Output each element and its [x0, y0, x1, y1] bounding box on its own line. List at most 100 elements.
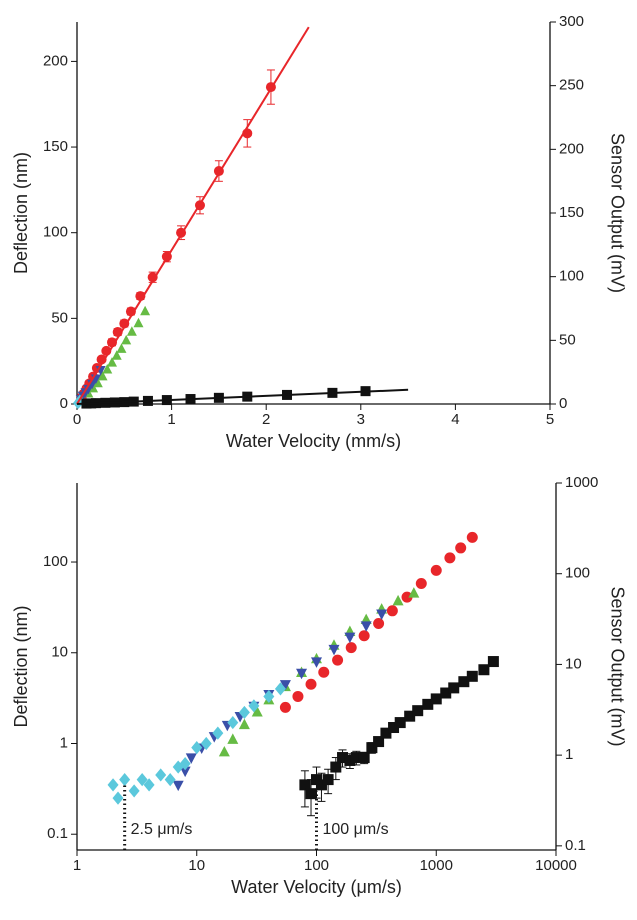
y2-axis-label: Sensor Output (mV): [607, 586, 627, 746]
marker: [448, 682, 460, 694]
x-tick-label: 4: [451, 411, 459, 428]
marker: [422, 698, 434, 710]
x-tick-label: 5: [546, 411, 554, 428]
marker: [380, 727, 392, 739]
plot: 0 1 2 3 4 5050100150200050100150200250300Wate…: [11, 13, 628, 451]
y2-tick-label: 300: [559, 13, 584, 30]
marker: [466, 670, 478, 682]
marker: [274, 682, 286, 696]
marker: [392, 594, 404, 606]
y-tick-label: 10: [51, 644, 68, 661]
marker: [147, 272, 158, 283]
marker: [296, 668, 308, 680]
marker: [133, 317, 144, 328]
x-tick-label: 1: [73, 857, 81, 874]
marker: [344, 632, 356, 644]
marker: [373, 736, 385, 748]
marker: [401, 591, 413, 603]
marker: [350, 752, 362, 764]
marker: [360, 621, 372, 632]
x-tick-label: 0: [73, 411, 81, 428]
marker: [455, 542, 467, 554]
y-axis-label: Deflection (nm): [11, 605, 31, 727]
marker: [305, 678, 317, 690]
x-tick-label: 1: [167, 411, 175, 428]
marker: [344, 754, 356, 766]
marker: [121, 334, 132, 345]
y2-axis-label: Sensor Output (mV): [607, 133, 627, 293]
annotation: 2.5 μm/s: [131, 821, 193, 838]
marker: [279, 680, 291, 691]
marker: [373, 618, 385, 630]
marker: [394, 717, 406, 729]
marker: [227, 715, 239, 730]
y2-tick-label: 200: [559, 140, 584, 157]
y-tick-label: 0.1: [47, 825, 68, 842]
x-axis-label: Water Velocity (μm/s): [231, 877, 402, 897]
marker: [248, 699, 260, 713]
marker: [366, 742, 378, 754]
marker: [200, 736, 212, 751]
marker: [191, 741, 203, 755]
fit-line: [76, 388, 409, 405]
marker: [415, 577, 427, 589]
marker: [185, 753, 197, 764]
y-tick-label: 100: [43, 553, 68, 570]
x-tick-label: 3: [357, 411, 365, 428]
marker: [83, 384, 94, 395]
marker: [136, 772, 148, 787]
marker: [116, 343, 127, 353]
y-tick-label: 200: [43, 52, 68, 69]
marker: [112, 791, 124, 805]
y-axis-label: Deflection (nm): [11, 152, 31, 274]
marker: [322, 774, 334, 786]
y-tick-label: 100: [43, 224, 68, 241]
marker: [487, 656, 499, 668]
marker: [376, 609, 388, 620]
x-tick-label: 1000: [420, 857, 453, 874]
plot: 1 10 100 1000 10000 0.1 1 10 100 0.1 1 10 100 1000 Wat…: [11, 474, 628, 897]
marker: [96, 354, 107, 365]
marker: [119, 318, 130, 329]
marker: [408, 587, 420, 598]
marker: [218, 745, 230, 757]
marker: [179, 757, 191, 771]
marker: [126, 326, 137, 336]
marker: [164, 772, 176, 787]
marker: [227, 733, 239, 744]
y2-tick-label: 1000: [565, 474, 598, 491]
marker: [386, 605, 398, 617]
marker: [140, 305, 151, 316]
marker: [107, 778, 119, 792]
marker: [238, 705, 250, 720]
y-tick-label: 150: [43, 138, 68, 155]
x-tick-label: 100: [304, 857, 329, 874]
x-axis-label: Water Velocity (mm/s): [226, 431, 401, 451]
marker: [330, 761, 342, 773]
x-tick-label: 10000: [535, 857, 577, 874]
marker: [318, 666, 330, 678]
marker: [466, 531, 478, 543]
y2-tick-label: 1: [565, 746, 573, 763]
marker: [440, 687, 452, 699]
y2-tick-label: 100: [565, 565, 590, 582]
marker: [430, 693, 442, 705]
marker: [388, 722, 400, 734]
marker: [430, 564, 442, 576]
marker: [263, 689, 275, 704]
x-tick-label: 2: [262, 411, 270, 428]
marker: [412, 705, 424, 717]
marker: [97, 370, 108, 381]
y2-tick-label: 0: [559, 395, 567, 412]
marker: [458, 676, 470, 688]
annotation: 100 μm/s: [323, 821, 389, 838]
marker: [299, 779, 311, 791]
marker: [102, 363, 113, 374]
marker: [358, 630, 370, 642]
x-tick-label: 10: [188, 857, 205, 874]
marker: [444, 552, 456, 564]
marker: [179, 766, 191, 778]
y2-tick-label: 10: [565, 655, 582, 672]
marker: [345, 642, 357, 654]
